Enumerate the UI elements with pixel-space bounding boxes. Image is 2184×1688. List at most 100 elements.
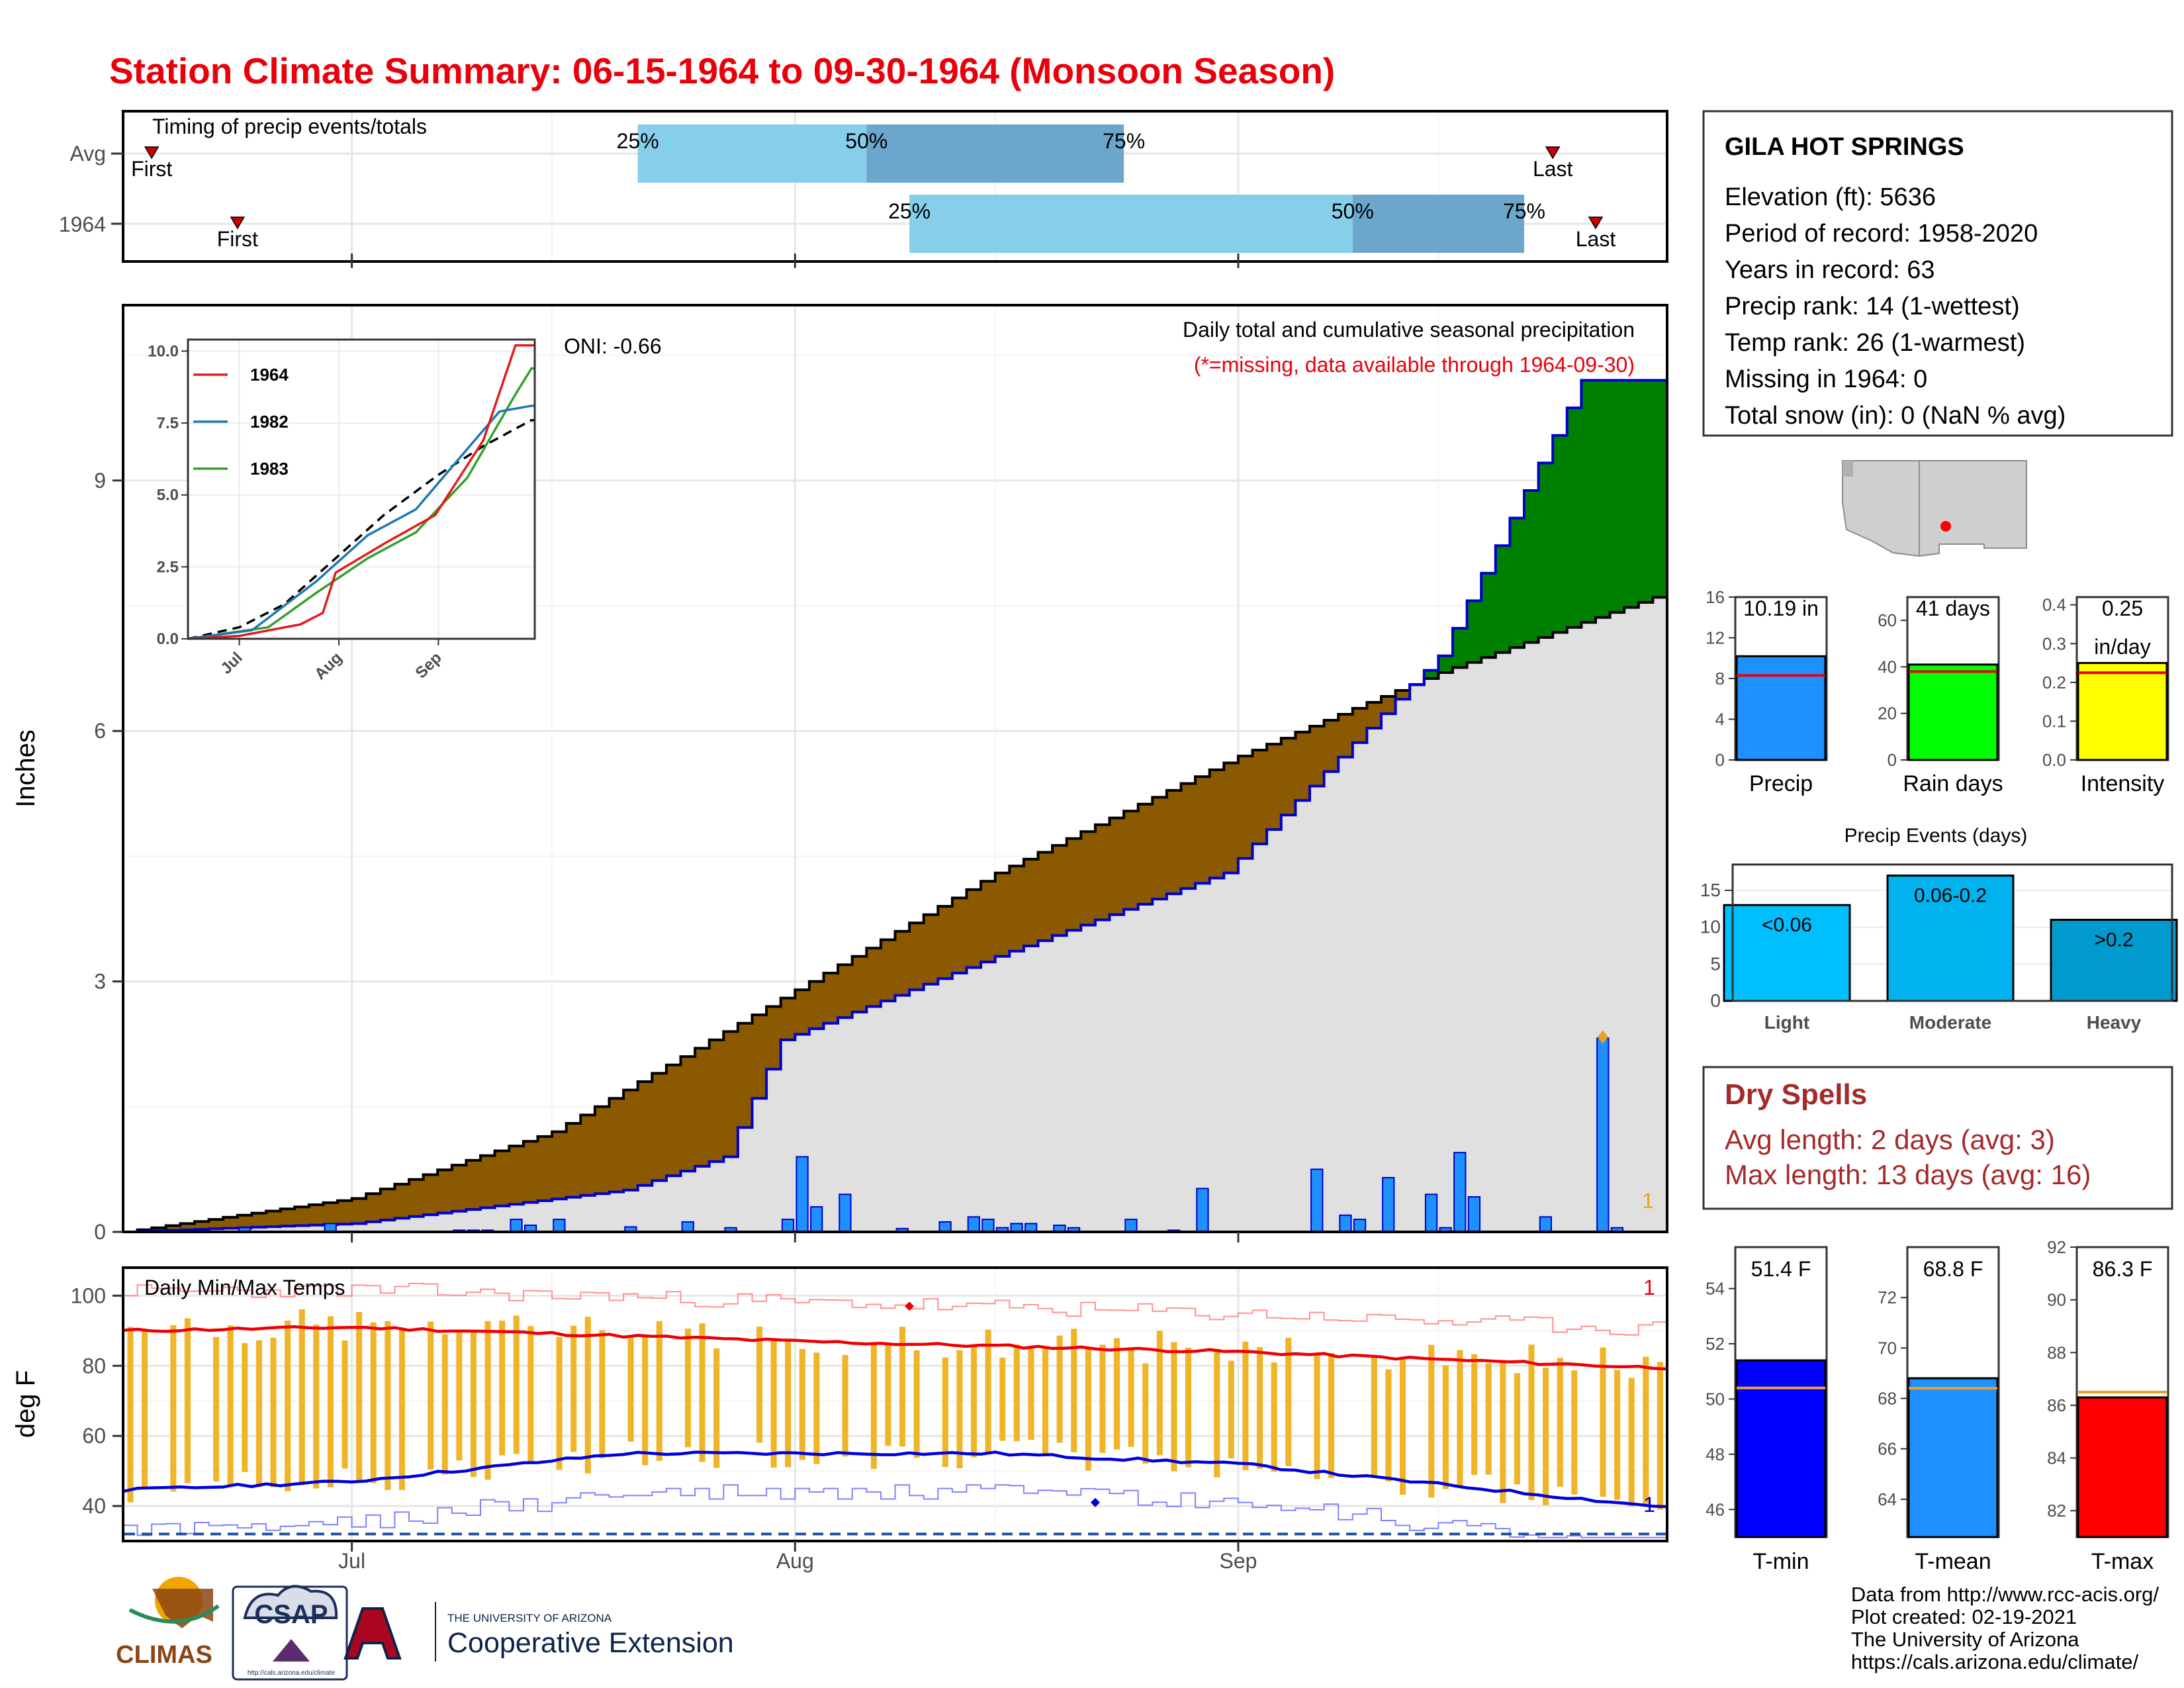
- events-chart: Precip Events (days) 0 5 10 15 <0.06 Light 0.…: [1700, 825, 2177, 1033]
- daily-temp-bar: [1057, 1336, 1063, 1443]
- station-info-line: Temp rank: 26 (1-warmest): [1725, 329, 2025, 357]
- daily-temp-bar: [799, 1349, 805, 1460]
- precip-ylabel: Inches: [11, 729, 40, 808]
- events-category-label: Moderate: [1909, 1012, 1991, 1033]
- daily-temp-bar: [1557, 1358, 1563, 1487]
- daily-temp-bar: [657, 1321, 662, 1461]
- events-ytick-label: 5: [1710, 953, 1721, 974]
- temp-summary-name: T-min: [1753, 1549, 1809, 1574]
- precip-ytick-label: 6: [94, 719, 106, 743]
- daily-temp-bar: [971, 1346, 977, 1458]
- daily-precip-bar: [1469, 1197, 1480, 1232]
- daily-temp-bar: [514, 1315, 520, 1454]
- oni-label: ONI: -0.66: [564, 334, 662, 358]
- daily-temp-bar: [557, 1336, 563, 1470]
- inset-ytick-label: 0.0: [157, 630, 179, 648]
- daily-temp-bar: [628, 1336, 634, 1442]
- daily-precip-bar: [839, 1194, 850, 1232]
- daily-temp-bar: [371, 1323, 377, 1483]
- csap-logo: CSAP http://cals.arizona.edu/climate: [233, 1586, 347, 1679]
- daily-precip-bar: [510, 1219, 522, 1232]
- temp-summary-ytick-label: 64: [1878, 1489, 1897, 1509]
- temp-summary-value-label: 68.8 F: [1923, 1257, 1983, 1281]
- daily-temp-bar: [1328, 1353, 1334, 1478]
- daily-temp-bar: [756, 1327, 762, 1442]
- x-tick-label: Sep: [1219, 1549, 1257, 1573]
- daily-temp-bar: [1528, 1344, 1534, 1500]
- daily-temp-bar: [527, 1326, 533, 1462]
- temp-summary-ytick-label: 66: [1878, 1439, 1897, 1459]
- daily-temp-bar: [456, 1331, 462, 1460]
- timing-bar-50-75: [866, 124, 1124, 183]
- timing-label-75: 75%: [1503, 199, 1545, 223]
- mini-ytick-label: 0.1: [2042, 711, 2066, 731]
- daily-temp-bar: [185, 1318, 191, 1483]
- precip-ytick-label: 9: [94, 469, 106, 492]
- daily-temp-bar: [1486, 1364, 1492, 1475]
- precip-ytick-label: 0: [94, 1220, 106, 1244]
- mini-ytick-label: 16: [1706, 587, 1725, 607]
- mini-ytick-label: 0.3: [2042, 633, 2066, 653]
- mini-chart-name: Intensity: [2081, 771, 2165, 796]
- timing-label-25: 25%: [617, 129, 659, 153]
- inset-legend-label: 1964: [250, 365, 289, 385]
- x-tick-label: Jul: [338, 1549, 365, 1573]
- daily-temp-bar: [1371, 1356, 1377, 1476]
- temp-summary-ytick-label: 90: [2047, 1290, 2066, 1310]
- daily-temp-bar: [428, 1321, 433, 1470]
- events-category-label: Light: [1764, 1012, 1809, 1033]
- daily-precip-bar: [1311, 1169, 1322, 1232]
- inset-legend-label: 1983: [250, 459, 289, 479]
- temp-ytick-label: 100: [71, 1284, 106, 1307]
- temp-summary-ytick-label: 72: [1878, 1288, 1897, 1307]
- daily-temp-bar: [813, 1352, 819, 1464]
- temp-summary-ytick-label: 92: [2047, 1237, 2066, 1257]
- climas-logo: CLIMAS: [116, 1577, 218, 1669]
- daily-temp-bar: [342, 1340, 348, 1469]
- daily-temp-bar: [170, 1325, 176, 1491]
- daily-precip-bar: [553, 1219, 565, 1232]
- events-ytick-label: 15: [1700, 880, 1721, 900]
- locator-map: [1841, 458, 2033, 565]
- mini-value-label: 0.25: [2102, 596, 2143, 620]
- daily-temp-bar: [485, 1321, 491, 1480]
- mini-ytick-label: 8: [1715, 669, 1725, 688]
- daily-temp-bar: [642, 1336, 648, 1466]
- dry-spells-title: Dry Spells: [1725, 1078, 1867, 1111]
- dry-spells-avg: Avg length: 2 days (avg: 3): [1725, 1124, 2055, 1155]
- daily-precip-bar: [1340, 1215, 1351, 1232]
- daily-temp-bar: [471, 1331, 477, 1477]
- daily-temp-bar: [1428, 1345, 1434, 1498]
- daily-temp-bar: [328, 1317, 334, 1487]
- footer-line: Plot created: 02-19-2021: [1851, 1606, 2159, 1628]
- timing-bar-25-50: [638, 124, 867, 183]
- daily-precip-bar: [1426, 1194, 1437, 1232]
- daily-precip-bar: [682, 1222, 694, 1232]
- daily-precip-bar: [811, 1207, 822, 1232]
- precip-panel: 0369 Inches ONI: -0.66 Daily total and c…: [11, 305, 1667, 1244]
- timing-label-50: 50%: [1332, 199, 1374, 223]
- daily-precip-bar: [939, 1222, 950, 1232]
- daily-temp-bar: [713, 1348, 719, 1468]
- mini-chart-name: Precip: [1749, 771, 1813, 796]
- daily-temp-bar: [771, 1338, 777, 1467]
- daily-temp-bar: [1185, 1348, 1191, 1468]
- daily-temp-bar: [313, 1325, 319, 1489]
- precip-corner-count: 1: [1642, 1189, 1654, 1213]
- inset-ytick-label: 2.5: [157, 558, 179, 576]
- temp-title: Daily Min/Max Temps: [144, 1276, 345, 1299]
- mini-ytick-label: 0: [1888, 750, 1897, 770]
- mini-ytick-label: 4: [1715, 710, 1725, 729]
- temp-summary-ytick-label: 70: [1878, 1338, 1897, 1358]
- daily-temp-bar: [442, 1335, 448, 1475]
- daily-temp-bar: [1257, 1347, 1263, 1469]
- daily-temp-bar: [1099, 1344, 1105, 1453]
- precip-ytick-label: 3: [94, 970, 106, 994]
- inset-ytick-label: 7.5: [157, 414, 179, 432]
- daily-temp-bar: [1228, 1361, 1234, 1458]
- events-ytick-label: 0: [1710, 990, 1721, 1011]
- temp-corner-top: 1: [1643, 1276, 1655, 1299]
- daily-temp-bar: [785, 1339, 791, 1467]
- daily-temp-bar: [1600, 1348, 1606, 1497]
- temp-summary-ytick-label: 86: [2047, 1395, 2066, 1415]
